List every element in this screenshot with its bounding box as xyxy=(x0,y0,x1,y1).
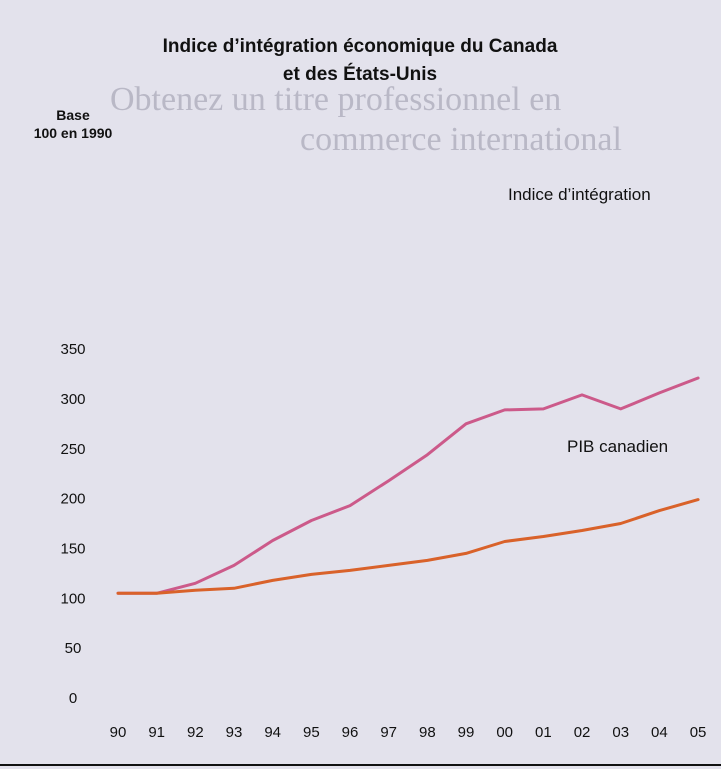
y-tick-label: 100 xyxy=(60,590,85,607)
x-tick-label: 99 xyxy=(458,724,475,741)
y-tick-label: 150 xyxy=(60,540,85,557)
x-tick-label: 94 xyxy=(264,724,281,741)
chart-title-line2: et des États-Unis xyxy=(283,63,437,85)
y-tick-labels: 0 50 100 150 200 250 300 350 xyxy=(60,341,85,707)
x-tick-labels: 90 91 92 93 94 95 96 97 98 99 00 01 02 03 04 05 xyxy=(110,724,707,741)
x-tick-label: 95 xyxy=(303,724,320,741)
y-tick-label: 50 xyxy=(65,640,82,657)
y-tick-label: 250 xyxy=(60,441,85,458)
x-tick-label: 02 xyxy=(574,724,591,741)
chart-title-line1: Indice d’intégration économique du Canad… xyxy=(163,36,558,57)
x-tick-label: 90 xyxy=(110,724,127,741)
y-tick-label: 200 xyxy=(60,491,85,508)
y-tick-label: 300 xyxy=(60,391,85,408)
series-line-pib xyxy=(116,498,700,595)
series-label-pib: PIB canadien xyxy=(567,437,668,456)
series-line-integration xyxy=(116,376,700,595)
x-tick-label: 03 xyxy=(612,724,629,741)
x-tick-label: 01 xyxy=(535,724,552,741)
y-axis-label-line2: 100 en 1990 xyxy=(34,125,113,141)
bg-text-2: commerce international xyxy=(300,121,622,158)
x-tick-label: 05 xyxy=(690,724,707,741)
y-tick-label: 0 xyxy=(69,690,77,707)
series-lines xyxy=(116,376,700,595)
series-label-integration: Indice d’intégration xyxy=(508,185,651,204)
x-tick-label: 92 xyxy=(187,724,204,741)
x-tick-label: 91 xyxy=(148,724,165,741)
y-axis-label-line1: Base xyxy=(56,107,90,123)
x-tick-label: 00 xyxy=(496,724,513,741)
x-tick-label: 93 xyxy=(226,724,243,741)
x-tick-label: 04 xyxy=(651,724,668,741)
x-tick-label: 98 xyxy=(419,724,436,741)
x-tick-label: 96 xyxy=(342,724,359,741)
background-texture: Obtenez un titre professionnel en commer… xyxy=(110,81,622,158)
y-tick-label: 350 xyxy=(60,341,85,358)
bg-text-1: Obtenez un titre professionnel en xyxy=(110,81,561,118)
x-tick-label: 97 xyxy=(380,724,397,741)
